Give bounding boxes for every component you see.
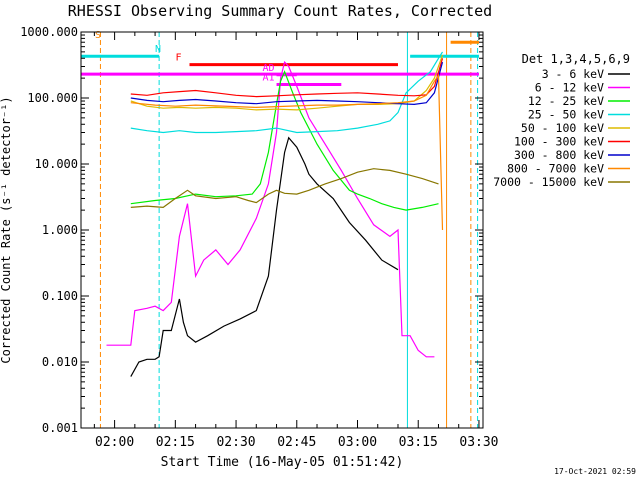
y-tick-label: 0.010 (42, 355, 78, 369)
vertical-markers (99, 32, 479, 428)
timestamp: 17-Oct-2021 02:59 (554, 467, 636, 476)
x-tick-label: 03:15 (399, 435, 438, 450)
flag-bar-label: AD (263, 63, 275, 74)
flag-bar-label: N (155, 44, 161, 55)
y-tick-label: 1.000 (42, 223, 78, 237)
legend-entry-label: 6 - 12 keV (535, 81, 604, 95)
y-tick-label: 100.000 (27, 91, 78, 105)
legend-entry-label: 800 - 7000 keV (507, 162, 604, 176)
series-line-6-12-kev (106, 60, 435, 358)
y-tick-label: 10.000 (35, 157, 78, 171)
legend-entry-label: 50 - 100 keV (521, 121, 604, 135)
series-lines (106, 51, 444, 377)
x-axis: 02:00 02:15 02:30 02:45 03:00 03:15 03:30 (93, 32, 499, 450)
x-tick-label: 02:30 (216, 435, 255, 450)
x-tick-label: 02:45 (277, 435, 316, 450)
x-tick-label: 02:00 (95, 435, 134, 450)
series-line-800-7000-kev (130, 73, 444, 231)
legend-header: Det 1,3,4,5,6,9 (522, 52, 630, 66)
legend-entry-label: 100 - 300 keV (514, 135, 604, 149)
x-tick-label: 03:00 (338, 435, 377, 450)
flag-bar-label: S (95, 30, 101, 41)
x-tick-label: 03:30 (459, 435, 498, 450)
chart-title: RHESSI Observing Summary Count Rates, Co… (68, 2, 492, 20)
legend-entry-label: 25 - 50 keV (528, 108, 604, 122)
y-axis: 0.001 0.010 0.100 1.000 10.000 100.000 1000.00… (20, 25, 483, 435)
legend-entry-label: 7000 - 15000 keV (493, 175, 604, 189)
y-axis-label: Corrected Count Rate (s⁻¹ detector⁻¹) (0, 96, 13, 363)
flag-bar-label: A1 (263, 73, 275, 84)
y-tick-label: 0.001 (42, 421, 78, 435)
series-line-12-25-kev (130, 70, 439, 211)
series-line-300-800-kev (130, 61, 444, 106)
legend-entry-label: 12 - 25 keV (528, 94, 604, 108)
series-line-25-50-kev (130, 51, 444, 134)
series-line-100-300-kev (130, 58, 444, 98)
x-tick-label: 02:15 (156, 435, 195, 450)
legend-entry-label: 3 - 6 keV (542, 67, 604, 81)
x-axis-label: Start Time (16-May-05 01:51:42) (161, 455, 404, 470)
y-tick-label: 0.100 (42, 289, 78, 303)
series-line-3-6-kev (130, 136, 399, 377)
flag-bar-label: F (175, 53, 181, 64)
y-tick-label: 1000.000 (20, 25, 78, 39)
legend-entry-label: 300 - 800 keV (514, 148, 604, 162)
series-line-7000-15000-kev (130, 168, 439, 209)
